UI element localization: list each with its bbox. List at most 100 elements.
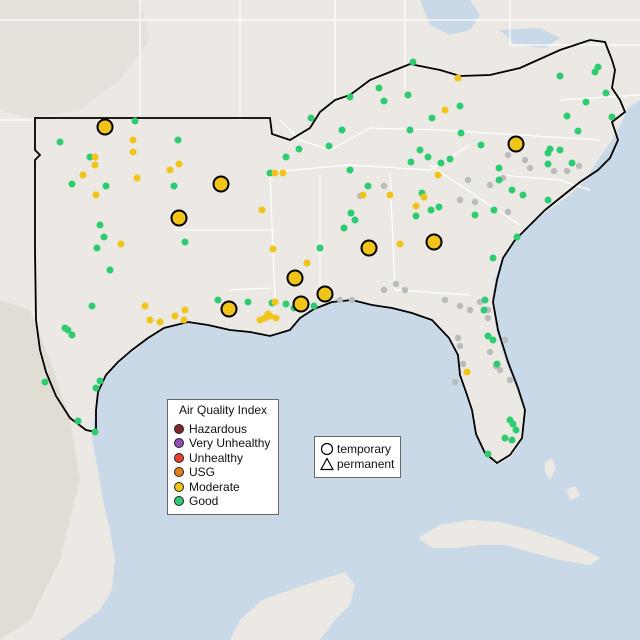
monitor-no-data	[471, 198, 479, 206]
monitor-moderate	[272, 314, 280, 322]
monitor-good	[351, 216, 359, 224]
monitor-good	[68, 180, 76, 188]
monitor-moderate	[181, 306, 189, 314]
monitor-moderate-temporary	[170, 209, 188, 227]
circle-icon	[320, 442, 334, 456]
monitor-no-data	[563, 167, 571, 175]
monitor-no-data	[496, 366, 504, 374]
monitor-good	[92, 384, 100, 392]
monitor-no-data	[526, 164, 534, 172]
monitor-good	[174, 136, 182, 144]
legend-item-temporary: temporary	[320, 442, 391, 456]
monitor-good	[86, 153, 94, 161]
monitor-moderate	[412, 202, 420, 210]
monitor-moderate-temporary	[96, 118, 114, 136]
monitor-moderate	[171, 312, 179, 320]
monitor-good	[574, 127, 582, 135]
monitor-moderate	[117, 240, 125, 248]
good-dot-icon	[174, 496, 184, 506]
monitor-good	[437, 159, 445, 167]
monitor-good	[489, 336, 497, 344]
monitor-good	[493, 360, 501, 368]
monitor-good	[375, 84, 383, 92]
monitor-good	[96, 221, 104, 229]
monitor-moderate-temporary	[360, 239, 378, 257]
very-unhealthy-dot-icon	[174, 438, 184, 448]
bahamas-land	[545, 458, 580, 500]
monitor-good	[602, 89, 610, 97]
monitor-good	[106, 266, 114, 274]
monitor-good	[427, 206, 435, 214]
monitor-no-data	[506, 376, 514, 384]
monitor-no-data	[521, 156, 529, 164]
monitor-moderate	[146, 316, 154, 324]
monitor-good	[471, 211, 479, 219]
monitor-good	[495, 164, 503, 172]
legend-label: Unhealthy	[189, 451, 244, 465]
monitor-good	[307, 114, 315, 122]
monitor-moderate	[175, 160, 183, 168]
monitor-good	[347, 209, 355, 217]
monitor-no-data	[456, 196, 464, 204]
monitor-moderate	[271, 298, 279, 306]
legend-label: Very Unhealthy	[189, 436, 271, 450]
monitor-good	[508, 436, 516, 444]
monitor-good	[41, 378, 49, 386]
monitor-no-data	[466, 306, 474, 314]
monitor-no-data	[459, 360, 467, 368]
legend-item-hazardous: Hazardous	[174, 422, 247, 436]
terrain-shade-north	[0, 0, 150, 118]
monitor-good	[428, 114, 436, 122]
monitor-good	[477, 141, 485, 149]
monitor-good	[512, 426, 520, 434]
monitor-no-data	[486, 181, 494, 189]
monitor-good	[282, 153, 290, 161]
monitor-no-data	[456, 342, 464, 350]
monitor-good	[325, 142, 333, 150]
monitor-good	[544, 160, 552, 168]
monitor-good	[100, 233, 108, 241]
monitor-moderate	[303, 259, 311, 267]
monitor-no-data	[348, 296, 356, 304]
monitor-good	[484, 332, 492, 340]
monitor-no-data	[441, 296, 449, 304]
monitor-moderate	[79, 171, 87, 179]
monitor-good	[214, 296, 222, 304]
great-lake-2	[500, 28, 560, 48]
monitor-moderate	[396, 240, 404, 248]
monitor-good	[568, 159, 576, 167]
monitor-moderate	[180, 316, 188, 324]
monitor-good	[480, 306, 488, 314]
monitor-moderate-temporary	[212, 175, 230, 193]
monitor-good	[338, 126, 346, 134]
monitor-moderate	[463, 368, 471, 376]
monitor-good	[582, 98, 590, 106]
monitor-no-data	[484, 314, 492, 322]
monitor-no-data	[336, 296, 344, 304]
monitor-moderate	[92, 191, 100, 199]
monitor-good	[556, 72, 564, 80]
legend-item-moderate: Moderate	[174, 480, 240, 494]
monitor-moderate-temporary	[316, 285, 334, 303]
monitor-good	[446, 155, 454, 163]
monitor-moderate	[129, 136, 137, 144]
monitor-good	[404, 91, 412, 99]
monitor-good	[96, 377, 104, 385]
legend-label: USG	[189, 465, 216, 479]
monitor-no-data	[504, 151, 512, 159]
monitor-no-data	[380, 286, 388, 294]
monitor-good	[416, 146, 424, 154]
monitor-good	[424, 153, 432, 161]
monitor-moderate-temporary	[286, 269, 304, 287]
monitor-moderate	[141, 302, 149, 310]
monitor-good	[406, 126, 414, 134]
legend-item-very-unhealthy: Very Unhealthy	[174, 436, 270, 450]
legend-label: Good	[189, 494, 219, 508]
legend-label: Hazardous	[189, 422, 248, 436]
monitor-moderate	[271, 169, 279, 177]
monitor-good	[501, 434, 509, 442]
monitor-moderate	[454, 74, 462, 82]
monitor-good	[489, 254, 497, 262]
good-markers	[41, 58, 616, 458]
monitor-moderate	[129, 148, 137, 156]
